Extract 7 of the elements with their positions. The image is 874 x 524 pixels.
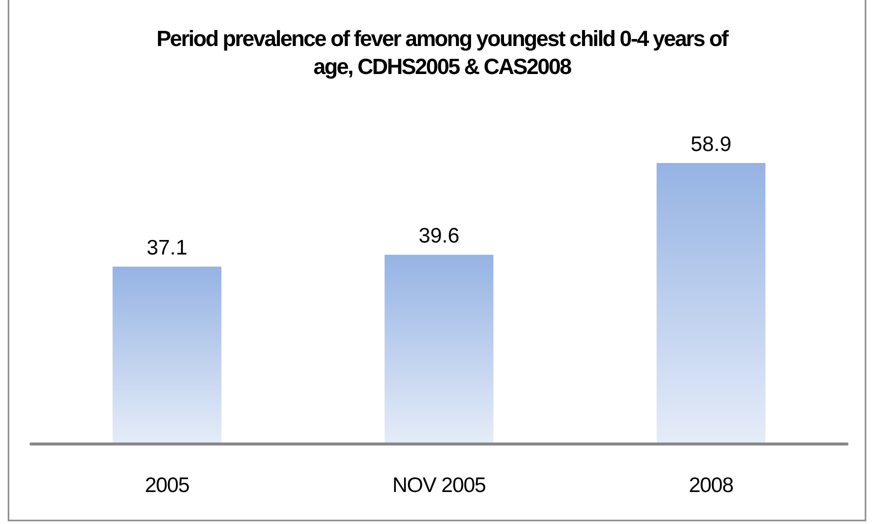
data-label: 39.6 bbox=[418, 224, 460, 248]
data-label: 58.9 bbox=[690, 133, 732, 156]
x-tick-label: NOV 2005 bbox=[392, 474, 486, 497]
data-label: 37.1 bbox=[146, 236, 188, 260]
x-tick-label: 2005 bbox=[144, 474, 190, 497]
x-tick-label: 2008 bbox=[688, 474, 734, 497]
chart-title: Period prevalence of fever among youngest child 0-4 years of age, CDHS2005 & CAS2008 bbox=[156, 26, 730, 79]
